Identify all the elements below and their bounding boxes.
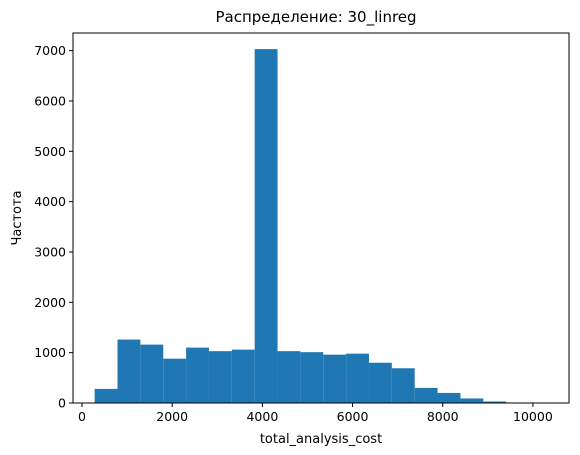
histogram-bar [117, 339, 141, 403]
plot-frame [72, 32, 570, 404]
y-axis-ticks: 0 1000 2000 3000 4000 5000 6000 7000 [34, 43, 73, 411]
x-tick-label: 2000 [156, 409, 188, 424]
histogram-bar [437, 392, 461, 403]
histogram-bar [231, 349, 255, 403]
histogram-bar [391, 368, 415, 403]
x-tick-label: 10000 [513, 409, 553, 424]
y-tick-label: 0 [58, 396, 66, 411]
histogram-bar [368, 362, 392, 403]
histogram-bar [208, 351, 232, 403]
x-axis-label: total_analysis_cost [260, 432, 382, 447]
x-tick-label: 0 [78, 409, 86, 424]
histogram-bar [186, 347, 209, 403]
y-tick-label: 5000 [34, 144, 66, 159]
y-axis-label: Частота [10, 190, 25, 245]
chart-title: Распределение: 30_linreg [215, 8, 416, 27]
x-axis-ticks: 0 2000 4000 6000 8000 10000 [78, 403, 553, 424]
histogram-bar [94, 388, 118, 403]
y-tick-label: 6000 [34, 93, 66, 108]
y-tick-label: 3000 [34, 244, 66, 259]
histogram-bar [323, 354, 347, 403]
y-tick-label: 7000 [34, 43, 66, 58]
histogram-bar [254, 49, 278, 403]
histogram-bar [460, 398, 484, 403]
histogram-bar [300, 352, 324, 403]
histogram-bar [277, 351, 301, 403]
histogram-bar [346, 353, 369, 403]
x-tick-label: 6000 [337, 409, 369, 424]
y-tick-label: 1000 [34, 345, 66, 360]
histogram-bar [483, 401, 507, 403]
x-tick-label: 4000 [246, 409, 278, 424]
bars-group [94, 49, 552, 403]
y-tick-label: 2000 [34, 295, 66, 310]
histogram-bar [163, 358, 187, 403]
y-tick-label: 4000 [34, 194, 66, 209]
x-tick-label: 8000 [427, 409, 459, 424]
histogram-bar [140, 344, 164, 403]
histogram-bar [414, 387, 438, 403]
